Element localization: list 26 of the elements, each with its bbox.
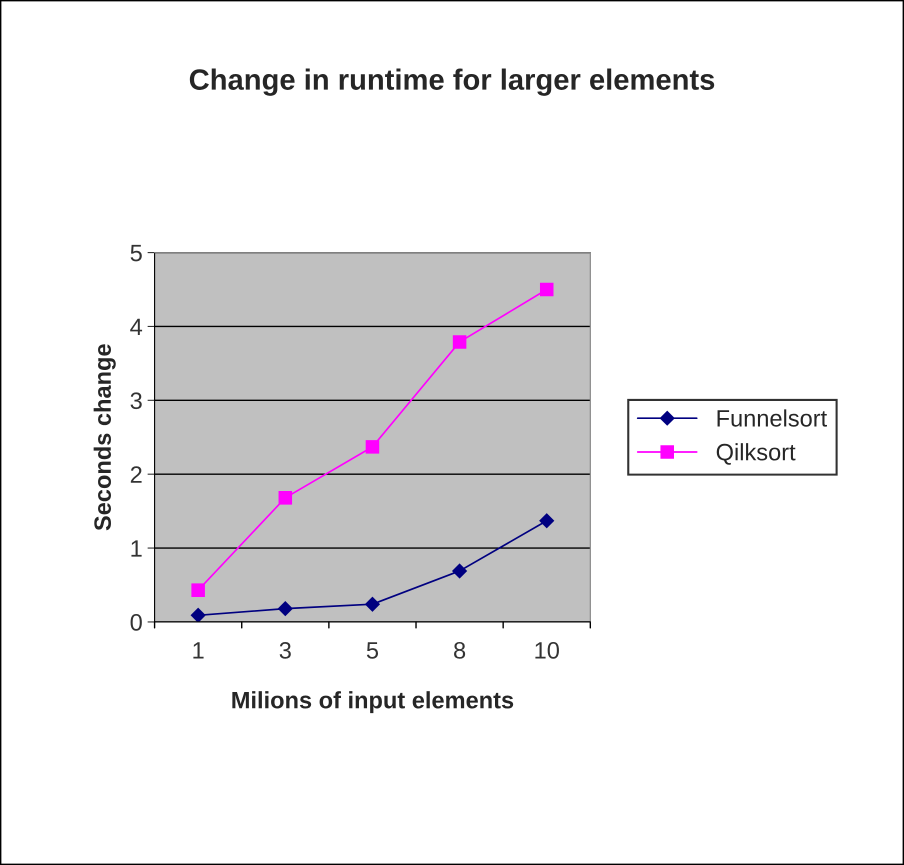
point [540,282,554,296]
point [452,564,467,578]
y-tick-label: 0 [130,614,142,631]
x-tick-label: 8 [454,642,466,659]
chart-title: Change in runtime for larger elements [190,68,714,96]
x-tick-label: 5 [366,642,378,659]
point [190,608,206,622]
x-tick-label: 3 [280,642,291,659]
legend-label: Qilksort [716,443,796,465]
point [191,583,205,597]
point [452,335,466,349]
y-tick-label: 5 [130,244,142,262]
point [366,440,380,454]
x-tick-label: 10 [535,642,559,659]
point [278,491,292,505]
y-tick-label: 3 [130,392,142,410]
x-axis-title: Milions of input elements [232,691,514,714]
point [278,601,293,616]
y-tick-label: 4 [130,318,142,336]
legend-label: Funnelsort [718,409,827,427]
x-tick-label: 1 [193,642,204,658]
y-axis-title: Seconds change [94,344,116,530]
y-tick-label: 2 [130,466,142,483]
point [365,596,380,612]
y-tick-label: 1 [131,540,142,557]
point [539,513,554,528]
